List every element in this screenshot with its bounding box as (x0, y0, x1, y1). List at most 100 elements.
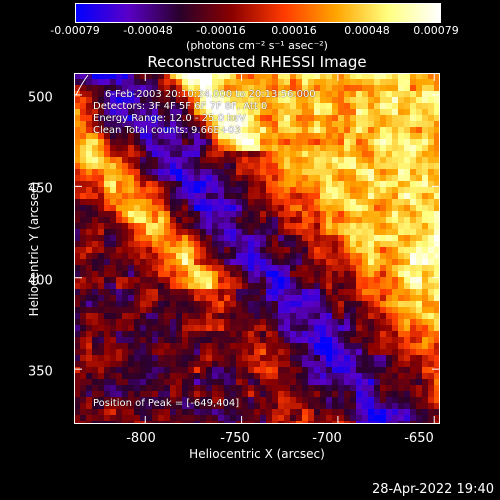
heatmap-cell (320, 259, 327, 266)
heatmap-cell (170, 295, 177, 302)
heatmap-plot (74, 73, 440, 424)
heatmap-cell (326, 121, 333, 128)
heatmap-cell (92, 373, 99, 380)
heatmap-cell (98, 241, 105, 248)
heatmap-cell (290, 223, 297, 230)
heatmap-cell (350, 421, 357, 424)
heatmap-cell (188, 343, 195, 350)
heatmap-cell (164, 277, 171, 284)
heatmap-cell (278, 289, 285, 296)
heatmap-cell (116, 85, 123, 92)
heatmap-cell (146, 349, 153, 356)
heatmap-cell (158, 151, 165, 158)
heatmap-cell (362, 157, 369, 164)
heatmap-cell (320, 277, 327, 284)
heatmap-cell (344, 79, 351, 86)
heatmap-cell (404, 421, 411, 424)
heatmap-cell (314, 157, 321, 164)
heatmap-cell (104, 319, 111, 326)
heatmap-cell (122, 223, 129, 230)
heatmap-cell (188, 145, 195, 152)
heatmap-cell (422, 355, 429, 362)
heatmap-cell (236, 181, 243, 188)
heatmap-cell (284, 97, 291, 104)
heatmap-cell (374, 379, 381, 386)
heatmap-cell (194, 355, 201, 362)
heatmap-cell (248, 193, 255, 200)
heatmap-cell (200, 127, 207, 134)
heatmap-cell (374, 175, 381, 182)
heatmap-cell (308, 163, 315, 170)
heatmap-cell (362, 73, 369, 80)
heatmap-cell (104, 301, 111, 308)
heatmap-cell (200, 397, 207, 404)
heatmap-cell (374, 211, 381, 218)
heatmap-cell (374, 73, 381, 80)
heatmap-cell (260, 367, 267, 374)
heatmap-cell (368, 325, 375, 332)
heatmap-cell (296, 169, 303, 176)
heatmap-cell (392, 373, 399, 380)
heatmap-cell (116, 247, 123, 254)
heatmap-cell (398, 187, 405, 194)
heatmap-cell (116, 199, 123, 206)
heatmap-cell (260, 289, 267, 296)
heatmap-cell (248, 115, 255, 122)
heatmap-cell (98, 187, 105, 194)
heatmap-cell (230, 103, 237, 110)
heatmap-cell (350, 163, 357, 170)
heatmap-cell (140, 187, 147, 194)
heatmap-cell (152, 355, 159, 362)
heatmap-cell (332, 91, 339, 98)
heatmap-cell (320, 337, 327, 344)
heatmap-cell (182, 313, 189, 320)
heatmap-cell (326, 295, 333, 302)
heatmap-cell (254, 259, 261, 266)
heatmap-cell (380, 403, 387, 410)
heatmap-cell (308, 409, 315, 416)
heatmap-cell (152, 235, 159, 242)
heatmap-cell (326, 97, 333, 104)
heatmap-cell (86, 151, 93, 158)
heatmap-cell (230, 85, 237, 92)
heatmap-cell (152, 415, 159, 422)
heatmap-cell (236, 211, 243, 218)
heatmap-cell (320, 73, 327, 80)
heatmap-cell (86, 157, 93, 164)
heatmap-cell (356, 295, 363, 302)
heatmap-cell (74, 361, 81, 368)
heatmap-cell (248, 253, 255, 260)
heatmap-cell (422, 253, 429, 260)
heatmap-cell (338, 361, 345, 368)
heatmap-cell (332, 379, 339, 386)
heatmap-cell (158, 403, 165, 410)
heatmap-cell (374, 271, 381, 278)
heatmap-cell (422, 295, 429, 302)
heatmap-cell (254, 271, 261, 278)
heatmap-cell (224, 103, 231, 110)
heatmap-cell (290, 85, 297, 92)
heatmap-cell (188, 301, 195, 308)
heatmap-cell (134, 409, 141, 416)
heatmap-cell (74, 211, 81, 218)
colorbar-units: (photons cm⁻² s⁻¹ asec⁻²) (186, 39, 328, 52)
heatmap-cell (188, 385, 195, 392)
heatmap-cell (344, 145, 351, 152)
heatmap-cell (284, 169, 291, 176)
heatmap-cell (410, 169, 417, 176)
heatmap-cell (422, 85, 429, 92)
heatmap-cell (164, 223, 171, 230)
heatmap-cell (116, 367, 123, 374)
heatmap-cell (74, 307, 81, 314)
heatmap-cell (152, 73, 159, 80)
heatmap-cell (398, 73, 405, 80)
heatmap-cell (368, 397, 375, 404)
heatmap-cell (200, 415, 207, 422)
heatmap-cell (128, 373, 135, 380)
heatmap-cell (398, 121, 405, 128)
heatmap-cell (74, 115, 81, 122)
heatmap-cell (86, 109, 93, 116)
heatmap-cell (110, 391, 117, 398)
heatmap-cell (380, 385, 387, 392)
heatmap-cell (254, 379, 261, 386)
